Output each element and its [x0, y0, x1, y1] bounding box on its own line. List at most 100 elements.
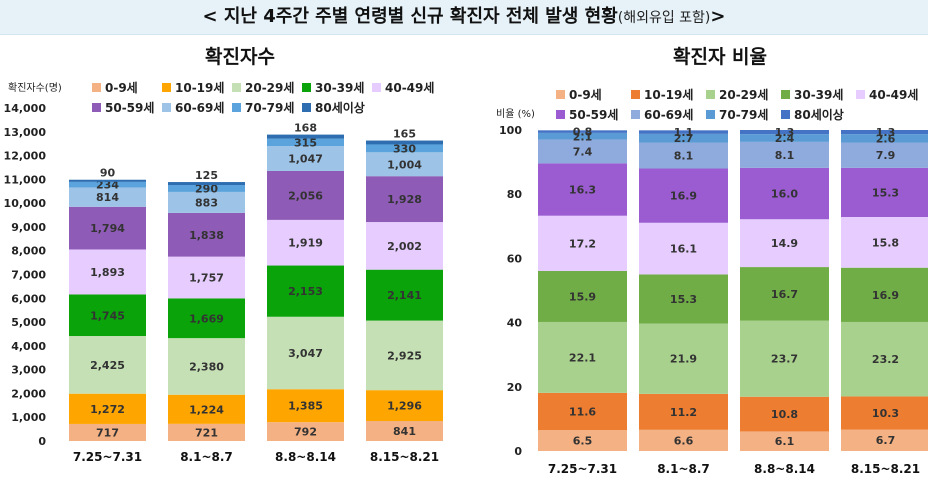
data-label-30-39-3: 2,141 [387, 289, 422, 302]
y-axis-label: 비율 (%) [496, 108, 535, 120]
y-tick-label: 12,000 [4, 150, 47, 163]
y-tick-label: 60 [507, 252, 523, 265]
legend-swatch-70-79 [232, 103, 241, 112]
data-label-50-59-0: 1,794 [90, 222, 125, 235]
data-label-20-29-2: 3,047 [288, 347, 323, 360]
bar-segment-80-1 [168, 182, 245, 186]
data-label-40-49-3: 2,002 [387, 240, 422, 253]
data-label-10-19-1: 11.2 [670, 406, 697, 419]
y-tick-label: 0 [38, 435, 46, 448]
bar-segment-60-69-2 [740, 141, 829, 168]
legend-label-50-59: 50-59세 [569, 107, 618, 122]
data-label-60-69-0: 7.4 [573, 146, 593, 159]
bar-segment-30-39-1 [639, 274, 728, 324]
legend-swatch-60-69 [631, 110, 640, 119]
legend-label-30-39: 30-39세 [794, 87, 843, 102]
bar-segment-80-2 [740, 130, 829, 135]
data-label-20-29-1: 21.9 [670, 353, 697, 366]
bar-segment-40-49-0 [538, 215, 627, 271]
bar-segment-70-79-3 [366, 144, 443, 153]
data-label-70-79-1: 2.7 [674, 132, 694, 145]
data-label-70-79-3: 330 [393, 142, 416, 155]
bar-segment-10-19-0 [69, 393, 146, 424]
bar-segment-0-9-1 [168, 423, 245, 441]
count-chart-title: 확진자수 [205, 46, 275, 68]
data-label-60-69-0: 814 [96, 191, 119, 204]
bar-segment-40-49-3 [366, 222, 443, 270]
legend-swatch-30-39 [781, 90, 790, 99]
category-label-3: 8.15~8.21 [851, 462, 920, 476]
data-label-10-19-3: 1,296 [387, 400, 422, 413]
data-label-60-69-1: 883 [195, 196, 218, 209]
data-label-40-49-3: 15.8 [872, 236, 899, 249]
bar-segment-80-0 [538, 130, 627, 133]
data-label-0-9-2: 6.1 [775, 435, 795, 448]
legend-swatch-50-59 [92, 103, 101, 112]
page-title-close: > [710, 6, 726, 27]
data-label-10-19-3: 10.3 [872, 407, 899, 420]
data-label-50-59-3: 1,928 [387, 193, 422, 206]
data-label-50-59-1: 16.9 [670, 190, 697, 203]
data-label-40-49-1: 16.1 [670, 243, 697, 256]
bar-segment-0-9-2 [740, 431, 829, 451]
data-label-60-69-1: 8.1 [674, 150, 694, 163]
data-label-0-9-1: 6.6 [674, 434, 694, 447]
data-label-80-3: 165 [393, 128, 416, 141]
bar-segment-10-19-1 [168, 394, 245, 424]
category-label-3: 8.15~8.21 [370, 450, 439, 464]
data-label-30-39-0: 15.9 [569, 290, 596, 303]
data-label-10-19-0: 11.6 [569, 406, 596, 419]
bar-segment-50-59-2 [740, 167, 829, 220]
bar-segment-60-69-1 [168, 191, 245, 213]
y-axis-label: 확진자수(명) [8, 82, 62, 94]
data-label-40-49-2: 1,919 [288, 237, 323, 250]
bar-segment-10-19-3 [366, 390, 443, 421]
category-label-1: 8.1~8.7 [180, 450, 233, 464]
bar-segment-80-3 [841, 130, 928, 135]
bar-segment-50-59-1 [639, 168, 728, 223]
y-tick-label: 0 [514, 445, 522, 458]
legend-label-0-9: 0-9세 [105, 80, 138, 95]
data-label-10-19-2: 10.8 [771, 408, 798, 421]
data-label-80-2: 1.3 [775, 126, 795, 139]
data-label-0-9-3: 841 [393, 425, 416, 438]
data-label-40-49-0: 17.2 [569, 237, 596, 250]
bar-segment-0-9-0 [69, 423, 146, 441]
y-tick-label: 1,000 [11, 411, 46, 424]
data-label-40-49-0: 1,893 [90, 266, 125, 279]
data-label-80-3: 1.3 [876, 126, 896, 139]
data-label-70-79-1: 290 [195, 182, 218, 195]
page-subtitle: (해외유입 포함) [617, 10, 711, 26]
bar-segment-70-79-2 [740, 134, 829, 142]
bar-segment-80-3 [366, 140, 443, 145]
bar-segment-70-79-2 [267, 138, 344, 147]
data-label-50-59-1: 1,838 [189, 229, 224, 242]
count-chart-panel: 확진자수(명) 0 1,000 2,000 3,000 4,000 5,000 6,000 7,… [0, 65, 462, 481]
legend-label-40-49: 40-49세 [385, 80, 434, 95]
bar-segment-40-49-2 [267, 219, 344, 266]
legend-swatch-30-39 [302, 83, 311, 92]
bar-segment-0-9-3 [841, 429, 928, 451]
bar-segment-60-69-3 [841, 142, 928, 168]
data-label-80-0: 90 [100, 167, 116, 180]
data-label-10-19-0: 1,272 [90, 403, 125, 416]
legend-label-20-29: 20-29세 [245, 80, 294, 95]
bar-segment-0-9-0 [538, 430, 627, 451]
y-tick-label: 3,000 [11, 364, 46, 377]
data-label-60-69-2: 8.1 [775, 149, 795, 162]
y-tick-label: 6,000 [11, 292, 46, 305]
bar-segment-50-59-3 [366, 176, 443, 223]
y-tick-label: 7,000 [11, 269, 46, 282]
bar-segment-60-69-0 [538, 139, 627, 164]
legend-label-60-69: 60-69세 [644, 107, 693, 122]
legend-label-0-9: 0-9세 [569, 87, 602, 102]
page-header: < 지난 4주간 주별 연령별 신규 확진자 전체 발생 현황(해외유입 포함)… [0, 0, 928, 35]
legend-label-10-19: 10-19세 [175, 80, 224, 95]
legend-label-50-59: 50-59세 [105, 100, 154, 115]
data-label-20-29-1: 2,380 [189, 360, 224, 373]
data-label-0-9-2: 792 [294, 426, 317, 439]
bar-segment-20-29-3 [366, 320, 443, 391]
y-tick-label: 4,000 [11, 340, 46, 353]
bar-segment-10-19-0 [538, 392, 627, 431]
bar-segment-10-19-2 [740, 396, 829, 432]
